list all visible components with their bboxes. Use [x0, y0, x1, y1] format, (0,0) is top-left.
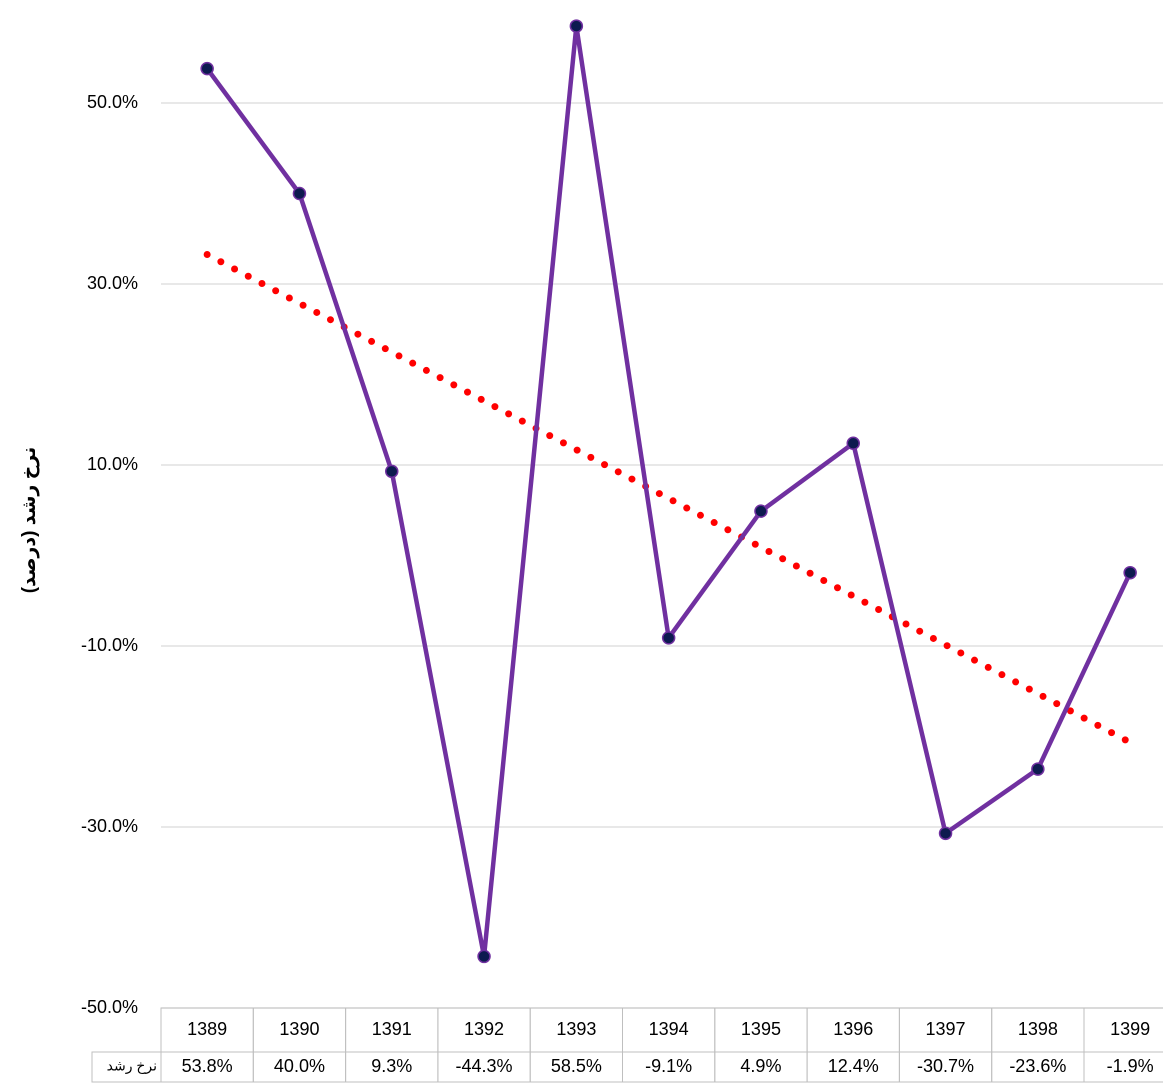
- y-tick-label: -30.0%: [81, 816, 138, 836]
- x-tick-label: 1397: [926, 1019, 966, 1039]
- y-tick-label: 30.0%: [87, 273, 138, 293]
- y-tick-label: 10.0%: [87, 454, 138, 474]
- x-tick-label: 1394: [649, 1019, 689, 1039]
- data-label: 9.3%: [371, 1056, 412, 1076]
- x-tick-label: 1399: [1110, 1019, 1150, 1039]
- table-cell: [1083, 1051, 1163, 1083]
- data-point: [477, 949, 491, 964]
- x-tick-label: 1390: [279, 1019, 319, 1039]
- y-tick-label: -10.0%: [81, 635, 138, 655]
- x-tick-label: 1398: [1018, 1019, 1058, 1039]
- data-label: -9.1%: [645, 1056, 692, 1076]
- data-label: 40.0%: [274, 1056, 325, 1076]
- x-tick-label: 1389: [187, 1019, 227, 1039]
- data-label: -1.9%: [1107, 1056, 1154, 1076]
- series-line: [205, 23, 1133, 959]
- data-point: [846, 436, 860, 451]
- data-point: [754, 504, 768, 518]
- data-point: [292, 186, 307, 201]
- data-label: -44.3%: [456, 1056, 513, 1076]
- data-point: [569, 19, 584, 33]
- y-tick-label: -50.0%: [81, 997, 138, 1017]
- x-tick-label: 1395: [741, 1019, 781, 1039]
- data-label: 4.9%: [740, 1056, 781, 1076]
- y-axis-label: نرخ رشد (درصد): [19, 447, 40, 593]
- data-point: [200, 61, 214, 76]
- x-tick-label: 1393: [556, 1019, 596, 1039]
- data-point: [385, 464, 399, 479]
- data-label: 53.8%: [182, 1056, 233, 1076]
- table-cell: [91, 1051, 162, 1083]
- data-label: 12.4%: [828, 1056, 879, 1076]
- x-tick-label: 1392: [464, 1019, 504, 1039]
- data-point: [661, 631, 676, 645]
- x-tick-label: 1396: [833, 1019, 873, 1039]
- data-label: 58.5%: [551, 1056, 602, 1076]
- table-row-header: نرخ رشد: [107, 1058, 157, 1075]
- y-tick-label: 50.0%: [87, 92, 138, 112]
- data-point: [1123, 565, 1137, 580]
- trendline: [203, 251, 1134, 746]
- data-point: [938, 826, 953, 841]
- data-label: -23.6%: [1009, 1056, 1066, 1076]
- data-label: -30.7%: [917, 1056, 974, 1076]
- data-point: [1031, 762, 1045, 776]
- x-tick-label: 1391: [372, 1019, 412, 1039]
